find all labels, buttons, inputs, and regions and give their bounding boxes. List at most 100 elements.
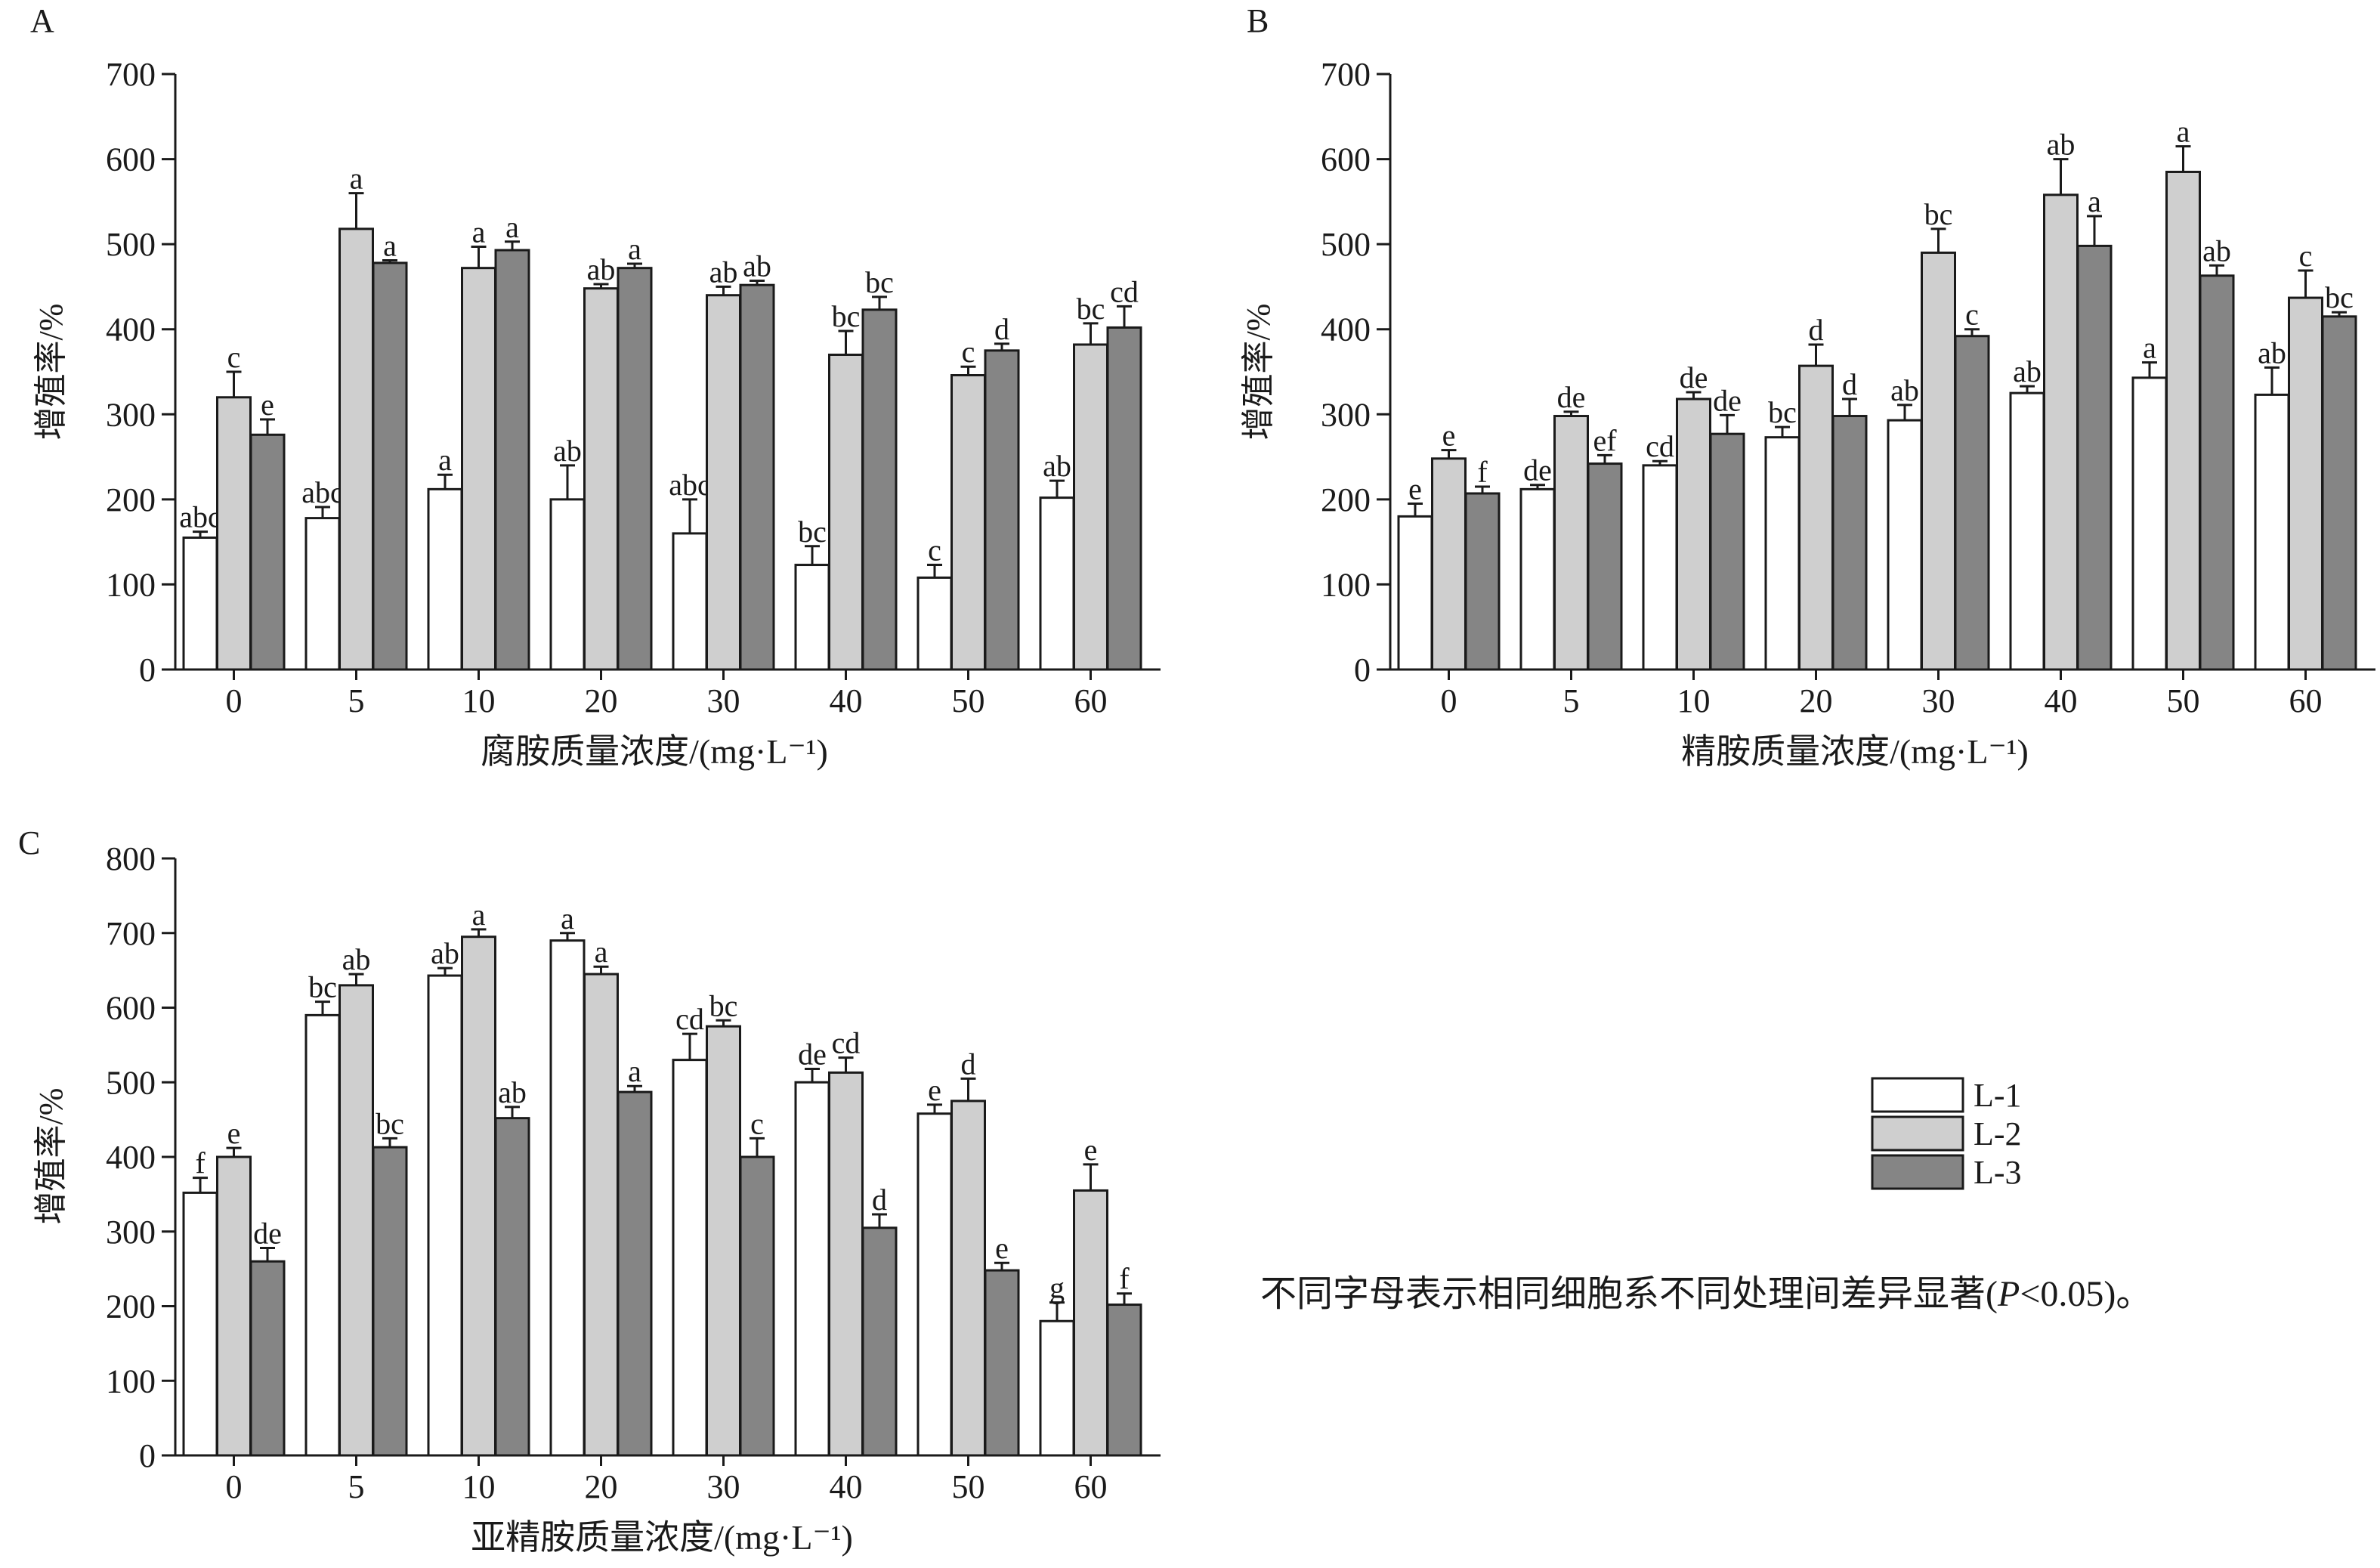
significance-label: ab [553, 434, 582, 468]
panel-b-x-axis-title: 精胺质量浓度/(mg·L⁻¹) [1681, 732, 2029, 771]
y-tick-label: 700 [106, 56, 156, 93]
y-tick-label: 500 [106, 226, 156, 263]
significance-label: ef [1593, 423, 1617, 457]
significance-label: de [1680, 360, 1708, 394]
bar-l1 [916, 1112, 953, 1457]
panel-b-letter: B [1247, 2, 1269, 39]
bar-l3 [249, 433, 286, 671]
bar-l1 [549, 939, 586, 1457]
y-tick-label: 400 [1321, 311, 1371, 348]
bar-l3 [494, 1117, 530, 1457]
y-tick-label: 300 [106, 396, 156, 433]
significance-label: abc [301, 475, 344, 509]
significance-label: c [2299, 239, 2313, 273]
y-tick-label: 200 [1321, 481, 1371, 518]
bar-l2 [583, 973, 619, 1457]
bar-l2 [706, 294, 741, 671]
panel-a-letter: A [30, 2, 54, 39]
x-tick-label: 60 [1074, 682, 1108, 719]
y-tick-label: 700 [106, 915, 156, 952]
significance-label: d [961, 1047, 976, 1081]
bar-l1 [182, 537, 218, 671]
significance-label: bc [709, 988, 738, 1022]
x-tick-label: 50 [952, 1468, 985, 1505]
y-tick-label: 600 [106, 990, 156, 1027]
bar-l3 [1464, 492, 1501, 671]
bar-l2 [950, 374, 986, 671]
bar-l1 [2131, 376, 2168, 671]
significance-label: bc [1077, 292, 1105, 326]
significance-label: e [928, 1073, 941, 1107]
significance-label: c [750, 1106, 764, 1140]
significance-label: d [1809, 313, 1824, 347]
significance-label: e [261, 388, 274, 422]
y-tick-label: 100 [106, 566, 156, 603]
significance-label: f [1477, 455, 1488, 489]
significance-label: g [1049, 1271, 1065, 1305]
significance-label: bc [376, 1106, 404, 1140]
bar-l2 [2288, 296, 2323, 671]
x-tick-label: 30 [707, 682, 740, 719]
significance-label: de [1523, 453, 1552, 487]
y-tick-label: 600 [106, 141, 156, 178]
significance-label: a [472, 215, 486, 249]
y-tick-label: 400 [106, 311, 156, 348]
x-tick-label: 50 [2167, 682, 2200, 719]
bar-l1 [672, 532, 708, 671]
bar-l3 [861, 1226, 898, 1457]
y-tick-label: 100 [106, 1362, 156, 1399]
bar-l3 [494, 249, 530, 671]
bar-l1 [1887, 419, 1923, 671]
panel-b-y-axis-title: 增殖率/% [1240, 304, 1277, 441]
y-tick-label: 200 [106, 481, 156, 518]
bar-l2 [706, 1025, 741, 1457]
significance-label: a [2088, 184, 2101, 218]
significance-label: de [1557, 380, 1586, 414]
significance-label: c [928, 533, 941, 568]
significance-label: d [872, 1183, 887, 1217]
bar-l3 [617, 1090, 653, 1457]
bar-l3 [1831, 415, 1868, 671]
y-tick-label: 300 [1321, 396, 1371, 433]
x-tick-label: 10 [462, 682, 496, 719]
legend-label-l1: L-1 [1974, 1077, 2022, 1114]
panel-c-y-axis-title: 增殖率/% [32, 1088, 70, 1225]
y-tick-label: 600 [1321, 141, 1371, 178]
x-tick-label: 50 [952, 682, 985, 719]
x-tick-label: 30 [1922, 682, 1955, 719]
bar-l2 [1073, 343, 1108, 671]
y-tick-label: 400 [106, 1139, 156, 1176]
significance-label: a [472, 898, 486, 932]
significance-label: bc [832, 299, 861, 333]
panel-c-letter: C [18, 824, 40, 861]
bar-l1 [1642, 464, 1678, 671]
significance-note-prefix: 不同字母表示相同细胞系不同处理间差异显著( [1260, 1274, 1998, 1314]
bar-l3 [249, 1260, 286, 1457]
x-tick-label: 5 [348, 1468, 365, 1505]
panel-b-chart: 01002003004005006007000eef5dedeef10cdded… [1321, 56, 2375, 719]
bar-l2 [216, 396, 252, 671]
significance-label: ab [1043, 449, 1071, 483]
bar-l2 [1798, 364, 1834, 671]
bar-l1 [1519, 487, 1556, 671]
significance-note-suffix: <0.05)。 [2020, 1274, 2153, 1314]
bar-l3 [617, 267, 653, 671]
bar-l1 [794, 1081, 830, 1457]
x-tick-label: 0 [1441, 682, 1457, 719]
bar-l3 [739, 1155, 775, 1457]
bar-l1 [304, 1013, 341, 1457]
y-tick-label: 500 [106, 1064, 156, 1101]
x-tick-label: 10 [462, 1468, 496, 1505]
bar-l3 [2076, 244, 2113, 671]
bar-l2 [583, 287, 619, 671]
significance-label: d [1842, 367, 1857, 401]
bar-l3 [984, 349, 1020, 671]
significance-label: c [1965, 298, 1979, 332]
significance-label: bc [798, 515, 827, 549]
significance-label: e [227, 1116, 241, 1150]
bar-l1 [2254, 393, 2290, 671]
legend-swatch-l1 [1871, 1077, 1964, 1113]
legend-swatch-l2 [1871, 1115, 1964, 1152]
